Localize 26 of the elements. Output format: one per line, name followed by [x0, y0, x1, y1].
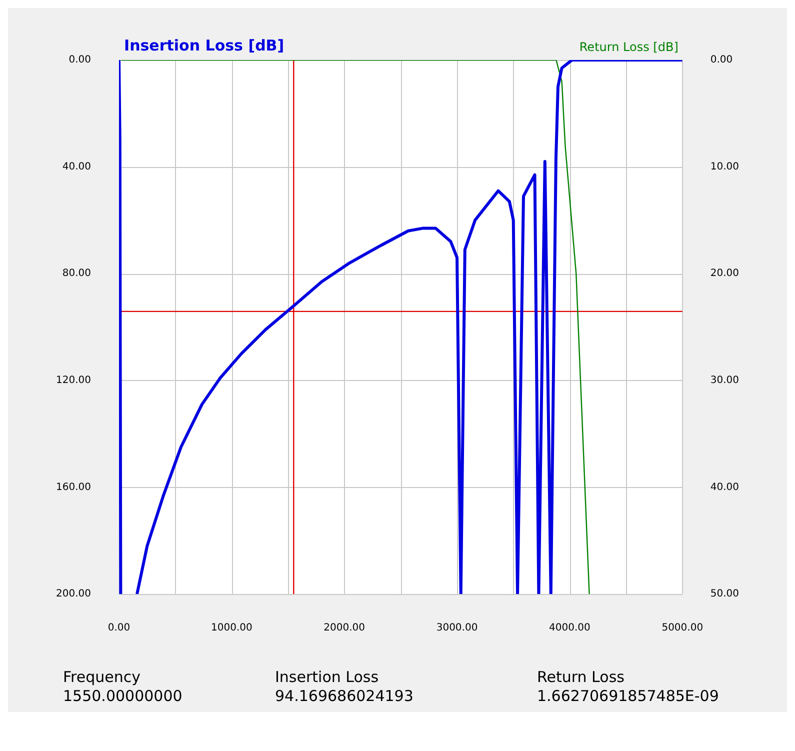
text: 1.66270691857485E-09 [537, 687, 720, 706]
y-tick-label: 120.00 [56, 374, 91, 386]
y2-tick-label: 10.00 [710, 161, 740, 172]
y-tick-label: 0.00 [68, 54, 91, 66]
text: Return Loss [537, 668, 626, 687]
y2-tick-label: 30.00 [710, 374, 740, 386]
y-tick-label: 80.00 [62, 268, 91, 280]
y-tick-label: 200.00 [56, 588, 91, 600]
y-tick-label: 160.00 [56, 482, 91, 493]
x-tick-label: 3000.00 [436, 622, 478, 634]
text: Insertion Loss [275, 668, 380, 687]
y2-tick-label: 0.00 [710, 54, 733, 66]
x-tick-label: 0.00 [108, 622, 130, 634]
text: 94.169686024193 [275, 687, 414, 706]
y2-axis-title: Return Loss [dB] [579, 40, 678, 54]
y2-tick-label: 20.00 [710, 268, 740, 280]
y2-tick-label: 40.00 [710, 482, 740, 493]
x-tick-label: 1000.00 [210, 622, 252, 634]
y-axis-title: Insertion Loss [dB] [124, 36, 284, 54]
x-tick-label: 5000.00 [662, 622, 704, 634]
x-tick-label: 4000.00 [549, 622, 590, 634]
y-tick-label: 40.00 [62, 161, 91, 172]
text: Frequency [63, 668, 142, 687]
y2-tick-label: 50.00 [710, 588, 740, 600]
text: 1550.00000000 [63, 687, 184, 706]
x-tick-label: 2000.00 [324, 622, 366, 634]
